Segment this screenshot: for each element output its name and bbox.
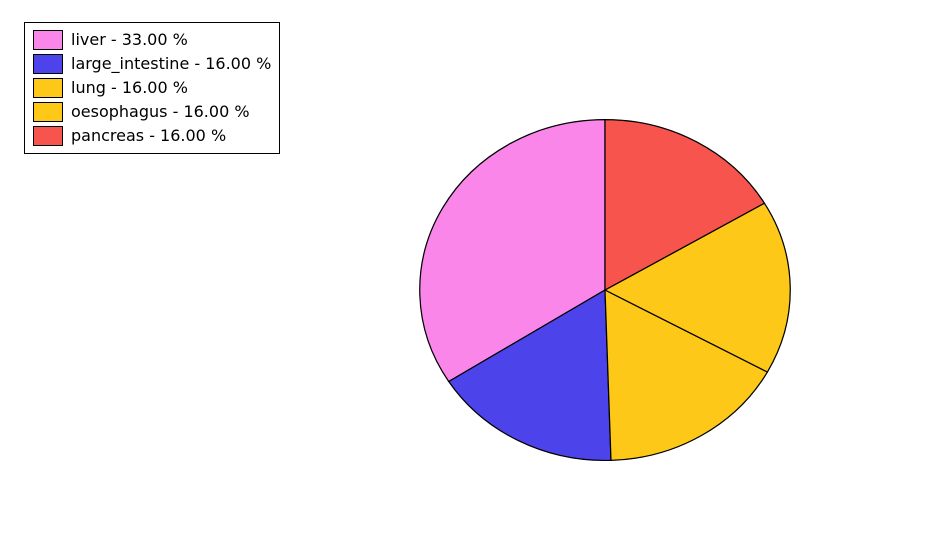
legend-swatch	[33, 54, 63, 74]
legend-swatch	[33, 126, 63, 146]
pie-chart	[385, 100, 825, 510]
pie-svg	[385, 100, 825, 480]
legend-swatch	[33, 78, 63, 98]
legend-item: liver - 33.00 %	[33, 28, 271, 52]
pie-slices	[420, 120, 791, 461]
legend-swatch	[33, 102, 63, 122]
legend-label: pancreas - 16.00 %	[71, 124, 226, 148]
legend-item: oesophagus - 16.00 %	[33, 100, 271, 124]
legend-label: lung - 16.00 %	[71, 76, 188, 100]
legend-label: large_intestine - 16.00 %	[71, 52, 271, 76]
legend-swatch	[33, 30, 63, 50]
legend-label: liver - 33.00 %	[71, 28, 188, 52]
legend-item: lung - 16.00 %	[33, 76, 271, 100]
chart-legend: liver - 33.00 % large_intestine - 16.00 …	[24, 22, 280, 154]
legend-item: large_intestine - 16.00 %	[33, 52, 271, 76]
legend-label: oesophagus - 16.00 %	[71, 100, 250, 124]
legend-item: pancreas - 16.00 %	[33, 124, 271, 148]
